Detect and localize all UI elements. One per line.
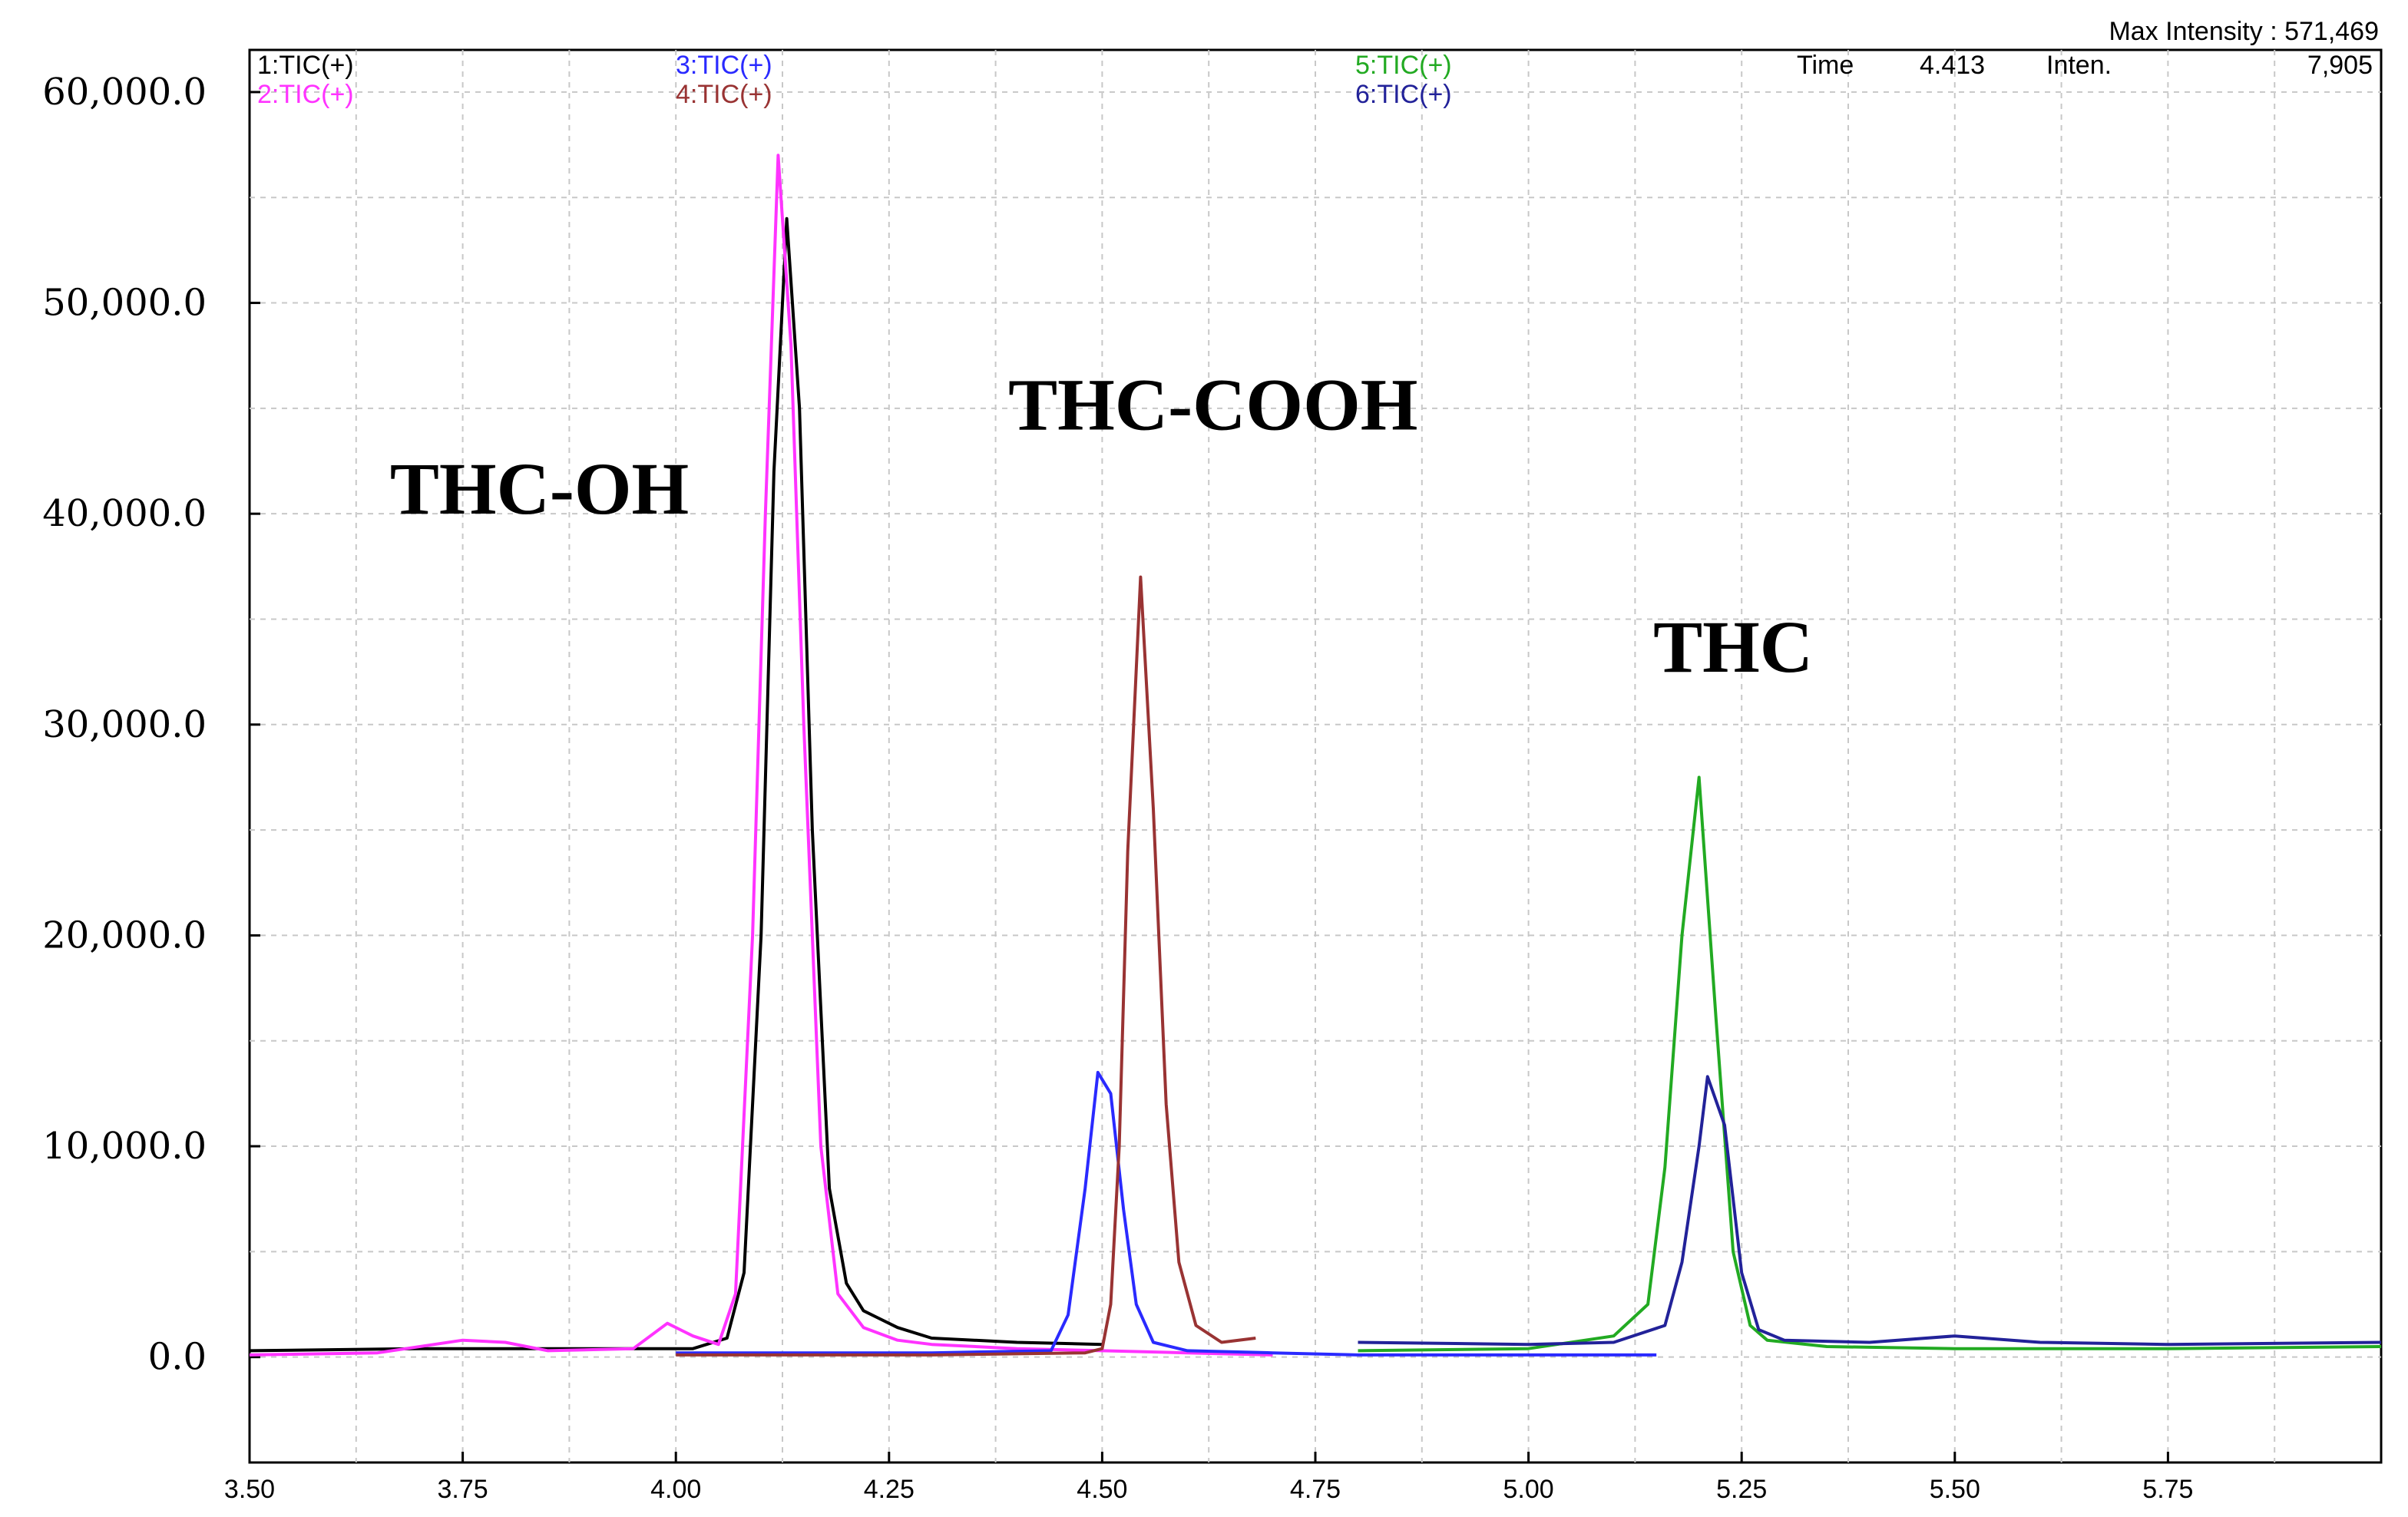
plot-frame <box>248 48 2383 1464</box>
y-tick-label: 30,000.0 <box>42 703 207 746</box>
y-tick-label: 20,000.0 <box>42 914 207 957</box>
series-lines <box>249 154 2382 1357</box>
peak-annotation: THC-COOH <box>1008 363 1417 445</box>
x-tick-label: 4.00 <box>650 1475 701 1504</box>
y-tick-label: 60,000.0 <box>42 71 207 114</box>
series-line-6 <box>1358 1075 2382 1347</box>
x-tick-label: 4.75 <box>1290 1475 1341 1504</box>
x-tick-label: 5.25 <box>1716 1475 1767 1504</box>
time-value: 4.413 <box>1920 51 1985 80</box>
y-tick-label: 10,000.0 <box>42 1125 207 1168</box>
series-line-5 <box>1358 775 2382 1353</box>
legend-entry: 2:TIC(+) <box>257 80 354 109</box>
y-tick-label: 40,000.0 <box>42 492 207 535</box>
time-label: Time <box>1797 51 1854 80</box>
max-intensity-label: Max Intensity : 571,469 <box>2109 17 2379 46</box>
y-axis-ticks: 0.0 10,000.0 20,000.0 30,000.0 40,000.0 50,00… <box>42 71 260 1379</box>
legend-entry: 3:TIC(+) <box>676 51 772 80</box>
x-tick-label: 3.50 <box>224 1475 275 1504</box>
legend-entry: 1:TIC(+) <box>257 51 354 80</box>
inten-label: Inten. <box>2046 51 2112 80</box>
x-tick-label: 3.75 <box>438 1475 488 1504</box>
x-tick-label: 5.75 <box>2142 1475 2193 1504</box>
legend-entry: 6:TIC(+) <box>1355 80 1452 109</box>
series-line-1 <box>249 216 1103 1353</box>
y-tick-label: 0.0 <box>148 1336 207 1379</box>
x-tick-label: 5.00 <box>1503 1475 1554 1504</box>
inten-value: 7,905 <box>2307 51 2373 80</box>
legend: 1:TIC(+)2:TIC(+) 3:TIC(+)4:TIC(+) 5:TIC(+)… <box>257 51 1452 109</box>
series-line-2 <box>249 154 1273 1357</box>
x-tick-label: 5.50 <box>1930 1475 1980 1504</box>
peak-annotations: THC-OH THC-COOH THC <box>390 363 1813 688</box>
peak-annotation: THC-OH <box>390 448 689 530</box>
legend-entry: 4:TIC(+) <box>676 80 772 109</box>
x-tick-label: 4.25 <box>864 1475 915 1504</box>
grid-lines <box>250 50 2381 1462</box>
legend-entry: 5:TIC(+) <box>1355 51 1452 80</box>
peak-annotation: THC <box>1653 606 1813 688</box>
series-line-3 <box>676 1070 1657 1357</box>
y-tick-label: 50,000.0 <box>42 282 207 325</box>
x-tick-label: 4.50 <box>1077 1475 1127 1504</box>
x-axis-ticks: 3.50 3.75 4.00 4.25 4.50 4.75 5.00 5.25 5.50 5.75 <box>224 1452 2193 1504</box>
series-line-4 <box>676 575 1256 1357</box>
